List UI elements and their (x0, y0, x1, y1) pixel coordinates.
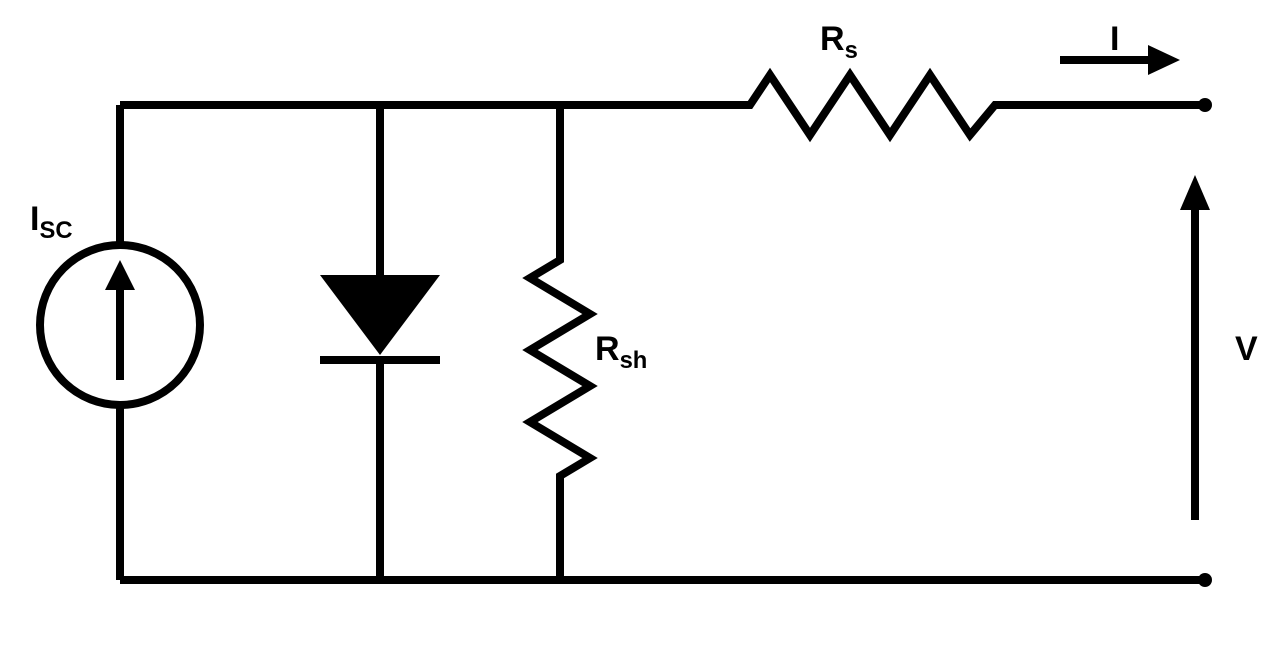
label-rsh: Rsh (595, 330, 647, 375)
label-isc: ISC (30, 200, 73, 245)
resistor-rsh (530, 245, 590, 490)
circuit-diagram: ISC Rsh Rs I V (20, 20, 1263, 629)
label-i: I (1110, 20, 1119, 59)
label-isc-sub: SC (39, 217, 72, 244)
output-current-arrow-head (1148, 45, 1180, 75)
label-i-main: I (1110, 20, 1119, 58)
label-rs-sub: s (845, 37, 858, 64)
label-v-main: V (1235, 330, 1258, 368)
label-v: V (1235, 330, 1258, 369)
label-rsh-main: R (595, 330, 620, 368)
terminal-bottom (1198, 573, 1212, 587)
label-rsh-sub: sh (620, 347, 648, 374)
label-rs-main: R (820, 20, 845, 58)
label-rs: Rs (820, 20, 858, 65)
resistor-rs (720, 75, 1030, 135)
current-source-arrow-head (105, 260, 135, 290)
terminal-top (1198, 98, 1212, 112)
diode-triangle (320, 275, 440, 355)
circuit-svg (20, 20, 1263, 629)
output-voltage-arrow-head (1180, 175, 1210, 210)
